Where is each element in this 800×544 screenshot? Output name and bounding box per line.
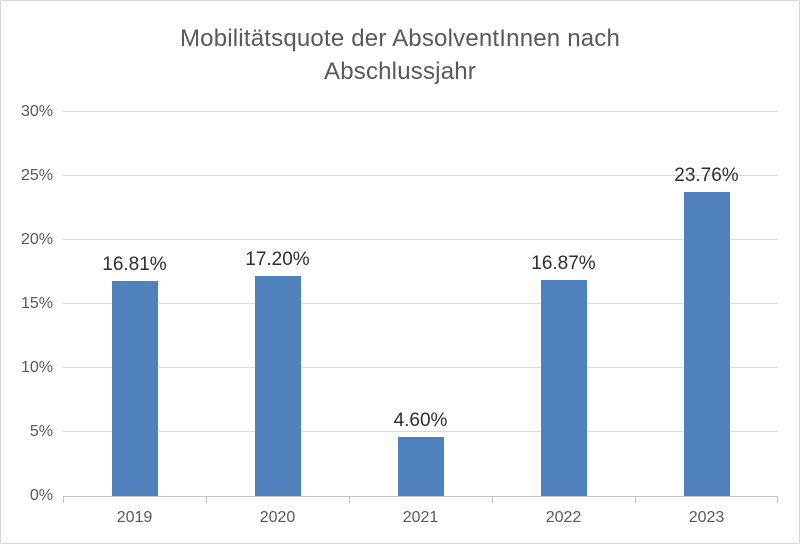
x-axis-tick xyxy=(635,497,636,503)
bar-2020 xyxy=(254,275,301,496)
x-axis-category-label-2022: 2022 xyxy=(545,509,582,526)
chart-title-line-1: Mobilitätsquote der AbsolventInnen nach xyxy=(179,25,621,52)
y-axis-tick-label: 0% xyxy=(29,487,53,504)
x-axis-category-label-2021: 2021 xyxy=(402,509,439,526)
y-axis-tick-label: 15% xyxy=(20,295,53,312)
y-axis-tick-label: 20% xyxy=(20,231,53,248)
bar-value-label-2022: 16.87% xyxy=(531,253,596,275)
x-axis-tick xyxy=(349,497,350,503)
y-axis-tick-label: 10% xyxy=(20,359,53,376)
chart-title: Mobilitätsquote der AbsolventInnen nach … xyxy=(1,22,799,88)
x-axis-tick xyxy=(63,497,64,503)
gridline-30% xyxy=(63,111,778,112)
x-axis-tick xyxy=(777,497,778,503)
plot-area xyxy=(63,111,778,497)
x-axis-category-label-2023: 2023 xyxy=(688,509,725,526)
x-axis-category-label-2020: 2020 xyxy=(259,509,296,526)
bar-2021 xyxy=(397,437,444,496)
bar-value-label-2023: 23.76% xyxy=(674,164,739,186)
x-axis-category-label-2019: 2019 xyxy=(116,509,153,526)
gridline-15% xyxy=(63,303,778,304)
x-axis-tick xyxy=(492,497,493,503)
x-axis-tick xyxy=(206,497,207,503)
gridline-5% xyxy=(63,431,778,432)
gridline-10% xyxy=(63,367,778,368)
bar-value-label-2021: 4.60% xyxy=(393,410,448,432)
bar-value-label-2019: 16.81% xyxy=(102,253,167,275)
gridline-20% xyxy=(63,239,778,240)
bar-2019 xyxy=(111,280,158,496)
bar-value-label-2020: 17.20% xyxy=(245,248,310,270)
bar-2023 xyxy=(683,191,730,496)
chart-title-line-2: Abschlussjahr xyxy=(323,58,476,85)
bar-2022 xyxy=(540,280,587,496)
y-axis-tick-label: 25% xyxy=(20,167,53,184)
gridline-25% xyxy=(63,175,778,176)
y-axis-tick-label: 30% xyxy=(20,103,53,120)
y-axis-tick-label: 5% xyxy=(29,423,53,440)
